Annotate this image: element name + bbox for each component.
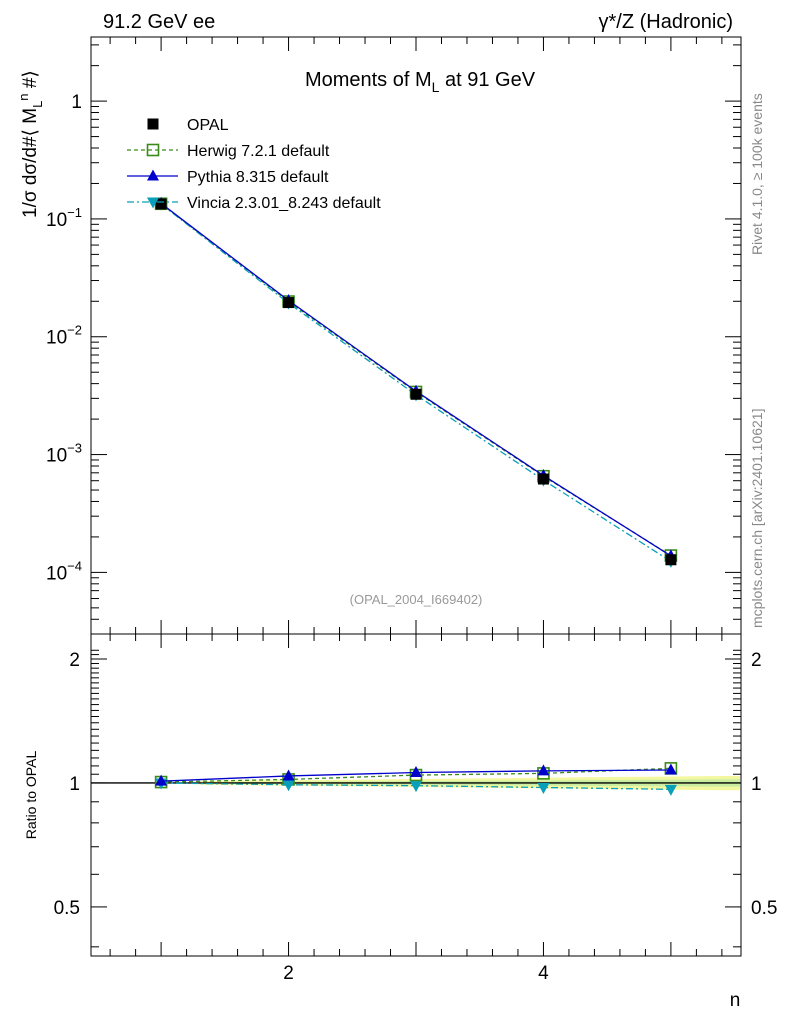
y-tick-label: 10−3 (46, 441, 82, 467)
ratio-point-pythia-8-315-default (282, 769, 295, 781)
series-line-pythia-8-315-default (160, 202, 672, 557)
y-tick-label: 1 (71, 92, 82, 113)
legend-marker-vincia-2-3-01-8-243-default (147, 197, 159, 209)
rivet-label: Rivet 4.1.0, ≥ 100k events (749, 93, 765, 255)
legend-marker-opal (147, 118, 159, 130)
point-opal (410, 388, 422, 400)
legend-marker-herwig-7-2-1-default (146, 143, 160, 157)
point-opal (665, 554, 677, 566)
point-opal (283, 297, 295, 309)
header-left: 91.2 GeV ee (103, 11, 215, 33)
x-tick-label: 4 (538, 963, 549, 984)
point-opal (537, 473, 549, 485)
legend-marker-pythia-8-315-default (147, 169, 159, 181)
x-axis-label: n (730, 990, 741, 1011)
ratio-tick-label-right: 2 (751, 650, 762, 671)
ratio-point-vincia-2-3-01-8-243-default (664, 784, 677, 796)
ratio-line-vincia-2-3-01-8-243-default (161, 782, 671, 790)
y-tick-label: 10−2 (46, 323, 82, 349)
ratio-point-vincia-2-3-01-8-243-default (410, 781, 422, 793)
y-axis-label: 1/σ dσ/d#⟨ MLn #⟩ (16, 70, 45, 218)
ratio-tick-label: 1 (69, 774, 80, 795)
series-line-herwig-7-2-1-default (160, 203, 672, 557)
ratio-panel-frame (90, 633, 742, 957)
ratio-point-pythia-8-315-default (537, 764, 550, 776)
ratio-point-pythia-8-315-default (664, 763, 677, 775)
x-tick-label: 2 (283, 963, 294, 984)
y-tick-label: 10−4 (46, 558, 82, 584)
point-opal (155, 198, 167, 210)
legend-label-pythia-8-315-default: Pythia 8.315 default (187, 169, 329, 186)
ratio-point-vincia-2-3-01-8-243-default (537, 782, 550, 794)
ratio-tick-label-right: 1 (751, 774, 762, 795)
header-right: γ*/Z (Hadronic) (599, 11, 733, 33)
ratio-tick-label: 2 (69, 650, 80, 671)
ratio-tick-label: 0.5 (54, 898, 80, 919)
chart-title: Moments of ML at 91 GeV (305, 69, 536, 95)
ratio-point-pythia-8-315-default (155, 774, 168, 786)
legend-label-opal: OPAL (187, 117, 229, 134)
ratio-point-vincia-2-3-01-8-243-default (282, 780, 295, 792)
ratio-tick-label-right: 0.5 (751, 898, 777, 919)
analysis-label: (OPAL_2004_I669402) (350, 592, 483, 607)
ratio-y-axis-label: Ratio to OPAL (23, 751, 39, 840)
mcplots-label: mcplots.cern.ch [arXiv:2401.10621] (749, 409, 765, 628)
legend-label-herwig-7-2-1-default: Herwig 7.2.1 default (187, 143, 330, 160)
y-tick-label: 10−1 (46, 205, 82, 231)
legend-label-vincia-2-3-01-8-243-default: Vincia 2.3.01_8.243 default (187, 195, 381, 212)
ratio-point-pythia-8-315-default (410, 766, 422, 778)
